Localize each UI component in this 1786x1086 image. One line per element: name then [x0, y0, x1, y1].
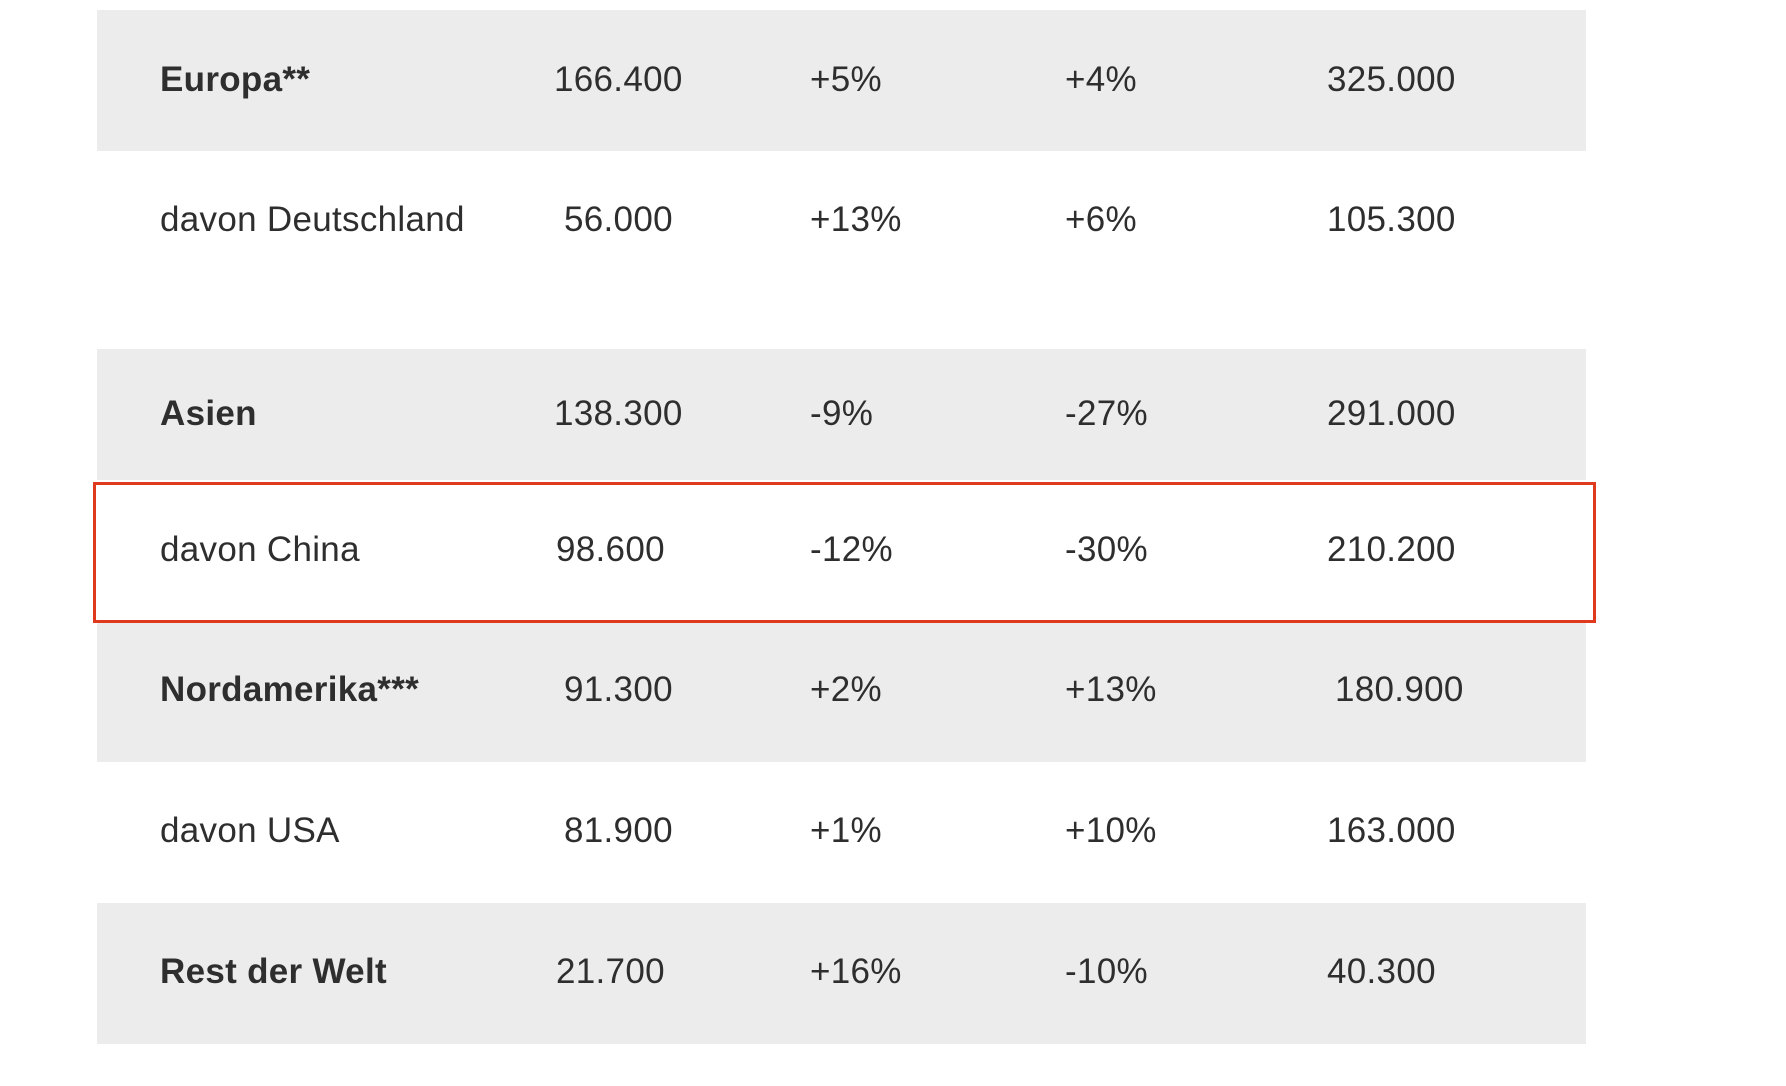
- row-value-3: +10%: [1065, 811, 1157, 850]
- row-value-3: -27%: [1065, 394, 1148, 433]
- row-value-1: 21.700: [556, 952, 665, 991]
- row-value-3: +13%: [1065, 670, 1157, 709]
- row-region-label: Nordamerika***: [160, 670, 420, 709]
- table-row-china: davon China 98.600 -12% -30% 210.200: [97, 480, 1586, 621]
- row-value-1: 138.300: [554, 394, 683, 433]
- row-region-label: Europa**: [160, 60, 311, 99]
- row-value-2: +5%: [810, 60, 882, 99]
- row-value-2: +1%: [810, 811, 882, 850]
- row-value-4: 291.000: [1327, 394, 1456, 433]
- row-value-4: 210.200: [1327, 530, 1456, 569]
- row-value-4: 105.300: [1327, 200, 1456, 239]
- row-value-2: -12%: [810, 530, 893, 569]
- row-region-label: Asien: [160, 394, 257, 433]
- row-value-3: -30%: [1065, 530, 1148, 569]
- row-value-4: 40.300: [1327, 952, 1436, 991]
- row-value-1: 166.400: [554, 60, 683, 99]
- row-value-3: +4%: [1065, 60, 1137, 99]
- row-value-1: 91.300: [564, 670, 673, 709]
- row-value-2: -9%: [810, 394, 874, 433]
- row-value-1: 98.600: [556, 530, 665, 569]
- row-value-1: 56.000: [564, 200, 673, 239]
- table-row-rest-der-welt: Rest der Welt 21.700 +16% -10% 40.300: [97, 903, 1586, 1044]
- table-row-europa: Europa** 166.400 +5% +4% 325.000: [97, 10, 1586, 151]
- row-value-3: +6%: [1065, 200, 1137, 239]
- table-row-nordamerika: Nordamerika*** 91.300 +2% +13% 180.900: [97, 621, 1586, 762]
- table-row-deutschland: davon Deutschland 56.000 +13% +6% 105.30…: [97, 151, 1586, 349]
- row-value-4: 325.000: [1327, 60, 1456, 99]
- sales-by-region-table: Europa** 166.400 +5% +4% 325.000 davon D…: [97, 10, 1586, 1044]
- row-value-4: 180.900: [1335, 670, 1464, 709]
- row-value-3: -10%: [1065, 952, 1148, 991]
- row-value-4: 163.000: [1327, 811, 1456, 850]
- table-row-asien: Asien 138.300 -9% -27% 291.000: [97, 349, 1586, 480]
- row-value-2: +2%: [810, 670, 882, 709]
- row-value-2: +13%: [810, 200, 902, 239]
- row-region-label: davon China: [160, 530, 360, 569]
- row-region-label: Rest der Welt: [160, 952, 387, 991]
- row-value-2: +16%: [810, 952, 902, 991]
- table-row-usa: davon USA 81.900 +1% +10% 163.000: [97, 762, 1586, 903]
- row-value-1: 81.900: [564, 811, 673, 850]
- row-region-label: davon Deutschland: [160, 200, 465, 239]
- row-region-label: davon USA: [160, 811, 340, 850]
